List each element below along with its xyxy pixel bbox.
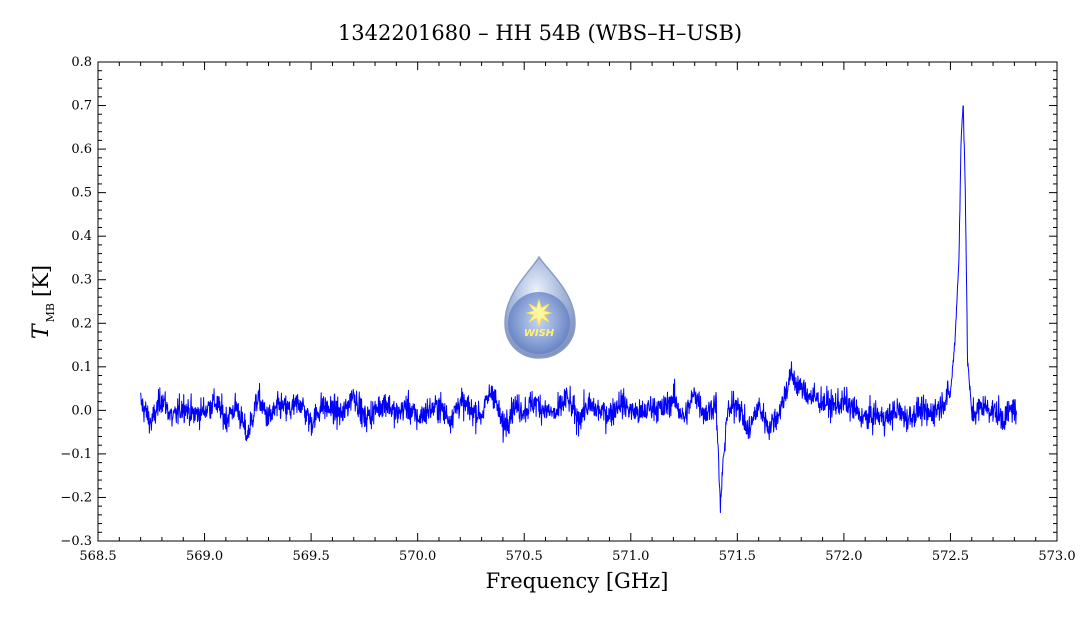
y-tick-label: −0.3 [60, 534, 92, 549]
x-tick-label: 571.5 [719, 549, 756, 564]
y-tick-label: −0.2 [60, 490, 92, 505]
y-axis-unit: [K] [29, 265, 53, 297]
y-tick-label: 0.6 [71, 142, 92, 157]
y-axis-title: TMB [K] [29, 265, 57, 339]
wish-logo: WISH [504, 255, 576, 359]
plot-frame [97, 61, 1058, 542]
x-tick-label: 569.0 [186, 549, 223, 564]
y-tick-label: −0.1 [60, 447, 92, 462]
wish-logo-text: WISH [524, 328, 555, 339]
x-tick-label: 571.0 [612, 549, 649, 564]
x-tick-label: 569.5 [293, 549, 330, 564]
y-tick-label: 0.5 [71, 186, 92, 201]
svg-text:TMB[K]: TMB [K] [29, 265, 57, 339]
y-tick-label: 0.3 [71, 273, 92, 288]
spectrum-line [140, 105, 1018, 514]
x-tick-label: 572.0 [825, 549, 862, 564]
x-tick-label: 568.5 [79, 549, 116, 564]
chart-title: 1342201680 – HH 54B (WBS–H–USB) [338, 21, 742, 45]
x-tick-label: 570.0 [399, 549, 436, 564]
y-tick-label: 0.1 [71, 360, 92, 375]
x-tick-label: 572.5 [932, 549, 969, 564]
x-axis-title: Frequency [GHz] [486, 569, 669, 593]
y-axis-symbol: T [29, 322, 54, 339]
y-tick-label: 0.4 [71, 229, 92, 244]
y-tick-label: 0.2 [71, 316, 92, 331]
x-axis-ticks: 568.5 569.0 569.5 570.0 570.5 571.0 571.5 572.0… [79, 62, 1076, 564]
star-icon [525, 298, 553, 328]
y-tick-label: 0.7 [71, 99, 92, 114]
y-axis-subscript: MB [44, 303, 57, 322]
x-tick-label: 570.5 [506, 549, 543, 564]
y-tick-label: 0.8 [71, 55, 92, 70]
y-tick-label: 0.0 [71, 403, 92, 418]
y-axis-ticks: −0.3 −0.2 −0.1 0.0 0.1 0.2 0.3 0.4 0.5 0.6 0.7 0.8 [60, 55, 1057, 549]
x-tick-label: 573.0 [1038, 549, 1075, 564]
